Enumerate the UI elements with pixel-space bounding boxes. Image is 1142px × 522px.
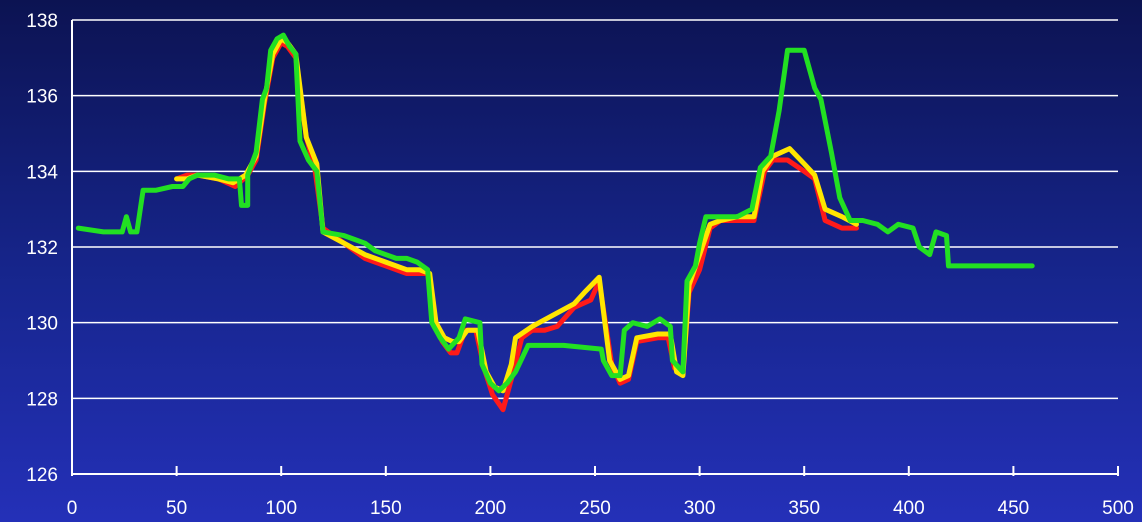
x-tick-label-450: 450	[998, 498, 1030, 519]
y-tick-label-130: 130	[26, 314, 58, 335]
x-tick-label-300: 300	[684, 498, 716, 519]
y-tick-label-132: 132	[26, 238, 58, 259]
y-tick-label-134: 134	[26, 162, 58, 183]
series-lines	[75, 32, 1035, 413]
x-tick-label-400: 400	[893, 498, 925, 519]
x-tick-label-250: 250	[579, 498, 611, 519]
x-tick-label-150: 150	[370, 498, 402, 519]
y-tick-label-128: 128	[26, 389, 58, 410]
y-tick-label-136: 136	[26, 87, 58, 108]
grid-lines	[72, 19, 1118, 400]
y-tick-label-126: 126	[26, 465, 58, 486]
x-tick-label-500: 500	[1102, 498, 1134, 519]
axes	[71, 20, 1119, 476]
y-tick-label-138: 138	[26, 11, 58, 32]
x-tick-label-0: 0	[67, 498, 78, 519]
tick-labels: 126 128 130 132 134 136 138 0 50 100 150 200 250 300 3…	[26, 11, 1134, 519]
x-tick-label-100: 100	[265, 498, 297, 519]
series-line-1	[174, 40, 859, 413]
x-tick-label-200: 200	[475, 498, 507, 519]
series-line-2	[174, 36, 859, 394]
x-tick-label-350: 350	[788, 498, 820, 519]
series-line-3	[75, 32, 1035, 394]
x-tick-label-50: 50	[166, 498, 187, 519]
